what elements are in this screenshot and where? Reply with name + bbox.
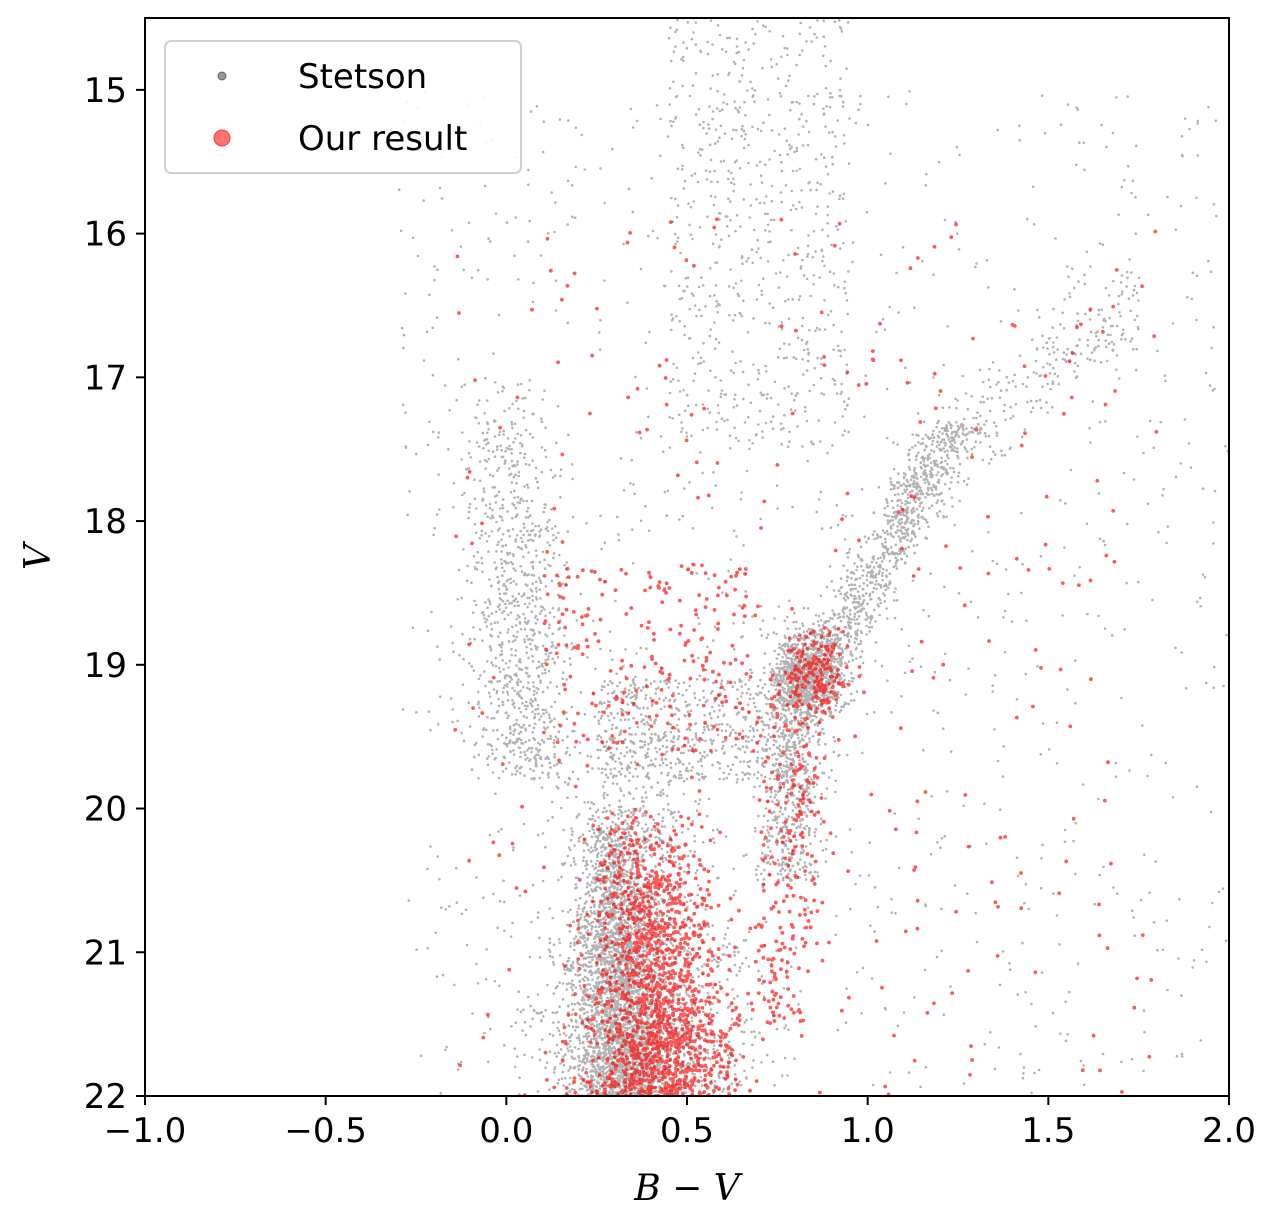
y-tick-label: 16 bbox=[84, 215, 127, 255]
x-tick-label: −0.5 bbox=[284, 1111, 367, 1151]
y-tick-label: 17 bbox=[84, 358, 127, 398]
y-axis-label: V bbox=[18, 540, 59, 570]
legend-marker-stetson bbox=[218, 72, 226, 80]
x-tick-label: 0.0 bbox=[479, 1111, 533, 1151]
y-tick-label: 15 bbox=[84, 71, 127, 111]
y-tick-label: 20 bbox=[84, 790, 127, 830]
legend: Stetson Our result bbox=[165, 41, 521, 173]
x-tick-label: −1.0 bbox=[104, 1111, 187, 1151]
legend-label-stetson: Stetson bbox=[298, 57, 427, 97]
x-tick-label: 0.5 bbox=[660, 1111, 714, 1151]
y-tick-label: 21 bbox=[84, 933, 127, 973]
y-tick-label: 22 bbox=[84, 1077, 127, 1117]
x-axis-label: B − V bbox=[633, 1168, 744, 1209]
x-tick-label: 2.0 bbox=[1202, 1111, 1256, 1151]
legend-label-our-result: Our result bbox=[298, 119, 467, 159]
legend-marker-our-result bbox=[214, 130, 230, 146]
y-tick-label: 19 bbox=[84, 646, 127, 686]
x-tick-label: 1.0 bbox=[841, 1111, 895, 1151]
y-tick-label: 18 bbox=[84, 502, 127, 542]
x-tick-label: 1.5 bbox=[1021, 1111, 1075, 1151]
